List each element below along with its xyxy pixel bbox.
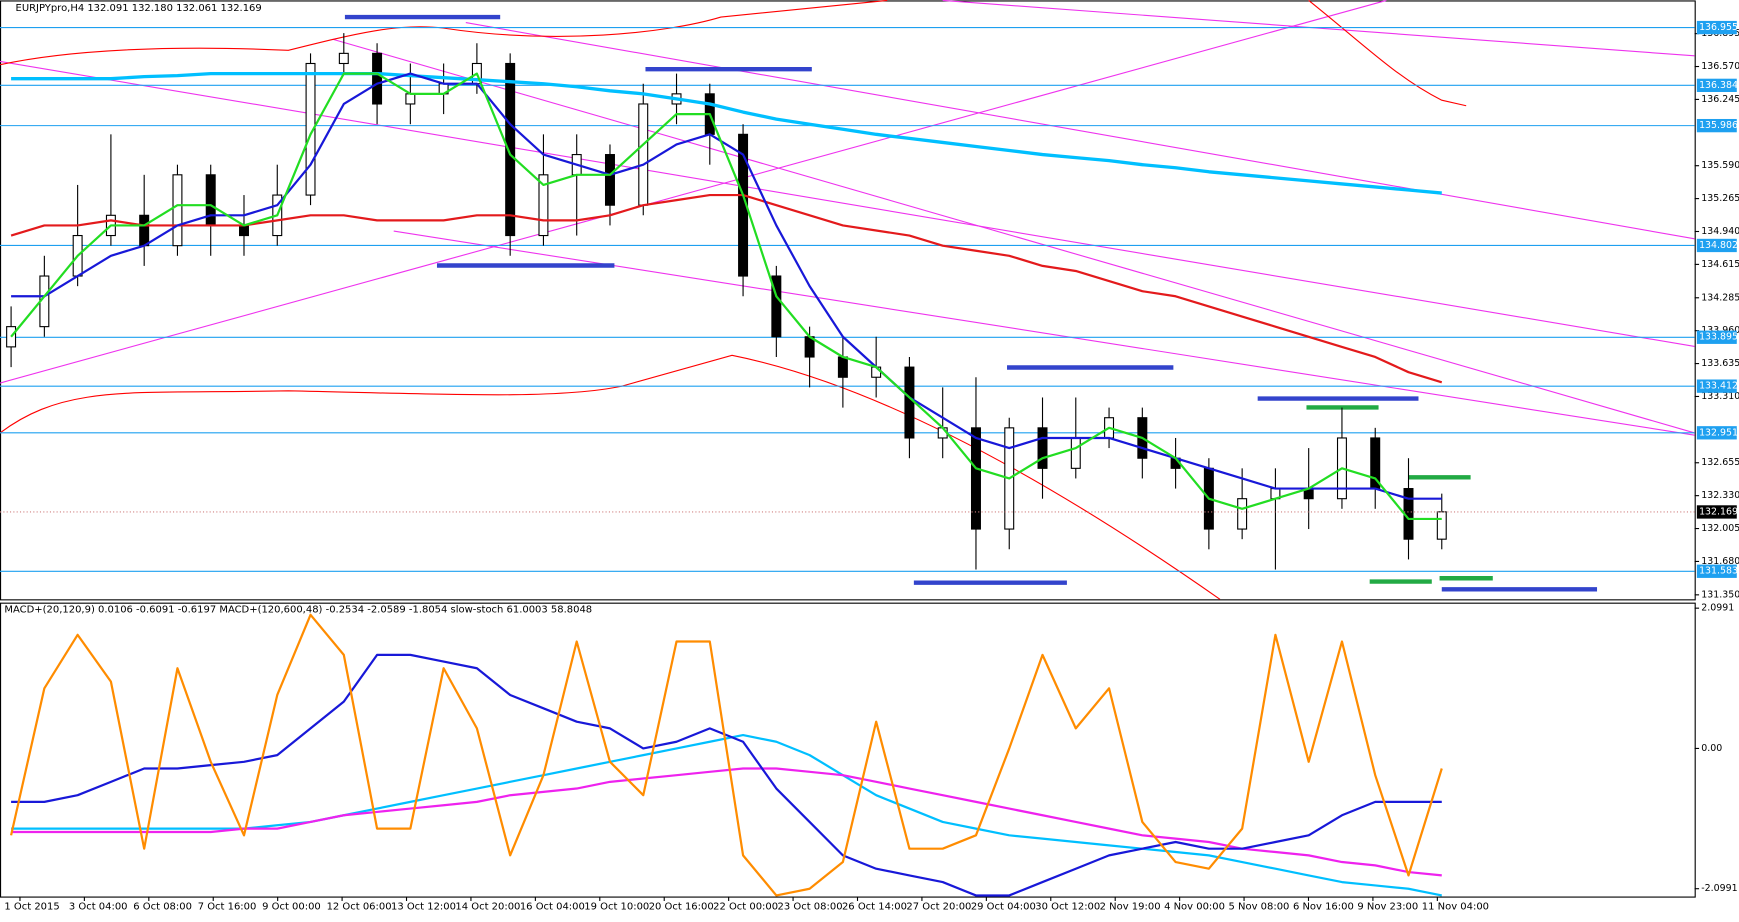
main-panel: [0, 0, 1696, 601]
price-level-box: [1696, 238, 1737, 253]
y-tick-label: 134.285: [1701, 292, 1739, 303]
chart-title: EURJPYpro,H4 132.091 132.180 132.061 132…: [16, 3, 262, 14]
x-tick-label: 2 Nov 19:00: [1100, 902, 1161, 913]
candle-body: [405, 93, 416, 105]
y-tick-label: 134.940: [1701, 226, 1739, 237]
price-level-label: 132.951: [1699, 427, 1738, 438]
y-tick-label: 131.680: [1701, 556, 1739, 567]
candle-body: [1070, 437, 1081, 469]
price-level-label: 136.384: [1699, 80, 1738, 91]
candle-body: [904, 366, 915, 439]
price-level-label: 134.802: [1699, 240, 1738, 251]
y-tick-label: -2.0991: [1701, 883, 1737, 894]
price-level-box: [1696, 78, 1737, 93]
price-level-box: [1696, 118, 1737, 133]
y-tick-label: 131.350: [1701, 589, 1739, 600]
x-tick-label: 29 Oct 04:00: [971, 902, 1036, 913]
candle-body: [239, 224, 249, 237]
price-level-box: [1696, 564, 1737, 578]
series-line: [10, 613, 1443, 897]
x-tick-label: 27 Oct 20:00: [906, 902, 971, 913]
x-tick-label: 16 Oct 04:00: [520, 902, 585, 913]
y-tick-label: 132.655: [1701, 457, 1739, 468]
y-tick-label: 134.615: [1701, 259, 1739, 270]
price-level-label: 131.583: [1699, 566, 1738, 577]
candle-body: [538, 174, 549, 237]
series-line: [11, 767, 1442, 877]
y-tick-label: 135.590: [1701, 160, 1739, 171]
series-line: [10, 72, 1442, 521]
candle-body: [771, 275, 782, 338]
y-tick-label: 132.330: [1701, 490, 1739, 501]
candle-body: [1237, 498, 1248, 530]
y-tick-label: 135.265: [1701, 193, 1739, 204]
candle-body: [604, 154, 615, 206]
x-tick-label: 3 Oct 04:00: [69, 902, 128, 913]
x-tick-label: 23 Oct 08:00: [778, 902, 843, 913]
x-tick-label: 14 Oct 20:00: [455, 902, 520, 913]
price-level-box: [1696, 426, 1737, 440]
y-tick-label: 136.245: [1701, 94, 1739, 105]
y-tick-label: 136.570: [1701, 61, 1739, 72]
candle-body: [970, 427, 981, 530]
candle-body: [1436, 511, 1447, 540]
price-level-box: [1696, 20, 1737, 35]
x-tick-label: 19 Oct 10:00: [584, 902, 649, 913]
candle-body: [837, 356, 848, 378]
x-tick-label: 30 Oct 12:00: [1035, 902, 1100, 913]
x-tick-label: 1 Oct 2015: [4, 902, 59, 913]
last-price-label: 132.169: [1699, 506, 1738, 517]
price-level-label: 133.895: [1699, 332, 1738, 343]
x-tick-label: 20 Oct 16:00: [649, 902, 714, 913]
series-line: [11, 71, 1442, 195]
candle-body: [505, 62, 516, 237]
x-tick-label: 22 Oct 00:00: [713, 902, 778, 913]
y-tick-label: 2.0991: [1701, 603, 1734, 614]
x-tick-label: 13 Oct 12:00: [391, 902, 456, 913]
x-tick-label: 11 Nov 04:00: [1422, 902, 1489, 913]
x-tick-label: 9 Oct 00:00: [262, 902, 321, 913]
last-price-box: [1696, 505, 1737, 519]
candle-body: [638, 103, 649, 206]
candle-body: [139, 214, 150, 247]
x-tick-label: 6 Nov 16:00: [1293, 902, 1354, 913]
price-level-box: [1696, 330, 1737, 344]
x-tick-label: 12 Oct 06:00: [327, 902, 392, 913]
x-tick-label: 26 Oct 14:00: [842, 902, 907, 913]
x-tick-label: 5 Nov 08:00: [1229, 902, 1290, 913]
candle-body: [305, 62, 316, 196]
indicator-title: MACD+(20,120,9) 0.0106 -0.6091 -0.6197 M…: [4, 604, 592, 615]
y-tick-label: 133.310: [1701, 391, 1739, 402]
x-tick-label: 7 Oct 16:00: [198, 902, 257, 913]
candle-body: [172, 174, 183, 247]
candle-body: [205, 174, 216, 226]
candle-body: [372, 52, 383, 105]
price-level-label: 135.986: [1699, 120, 1738, 131]
annotation-segments-green: [1306, 405, 1493, 584]
x-tick-label: 4 Nov 00:00: [1164, 902, 1225, 913]
y-tick-label: 0.00: [1701, 743, 1722, 754]
price-level-box: [1696, 379, 1737, 393]
candle-body: [338, 52, 349, 65]
price-level-label: 136.955: [1699, 22, 1738, 33]
series-line: [11, 653, 1442, 897]
price-level-label: 133.412: [1699, 381, 1738, 392]
envelope-lines: [0, 0, 1467, 600]
indicator-panel: [0, 602, 1696, 898]
x-tick-label: 9 Nov 23:00: [1357, 902, 1418, 913]
y-tick-label: 133.635: [1701, 358, 1739, 369]
y-tick-label: 132.005: [1701, 523, 1739, 534]
annotation-segments: [344, 14, 1598, 592]
series-line: [11, 72, 1442, 500]
x-tick-label: 6 Oct 08:00: [133, 902, 192, 913]
candle-body: [1037, 427, 1048, 469]
